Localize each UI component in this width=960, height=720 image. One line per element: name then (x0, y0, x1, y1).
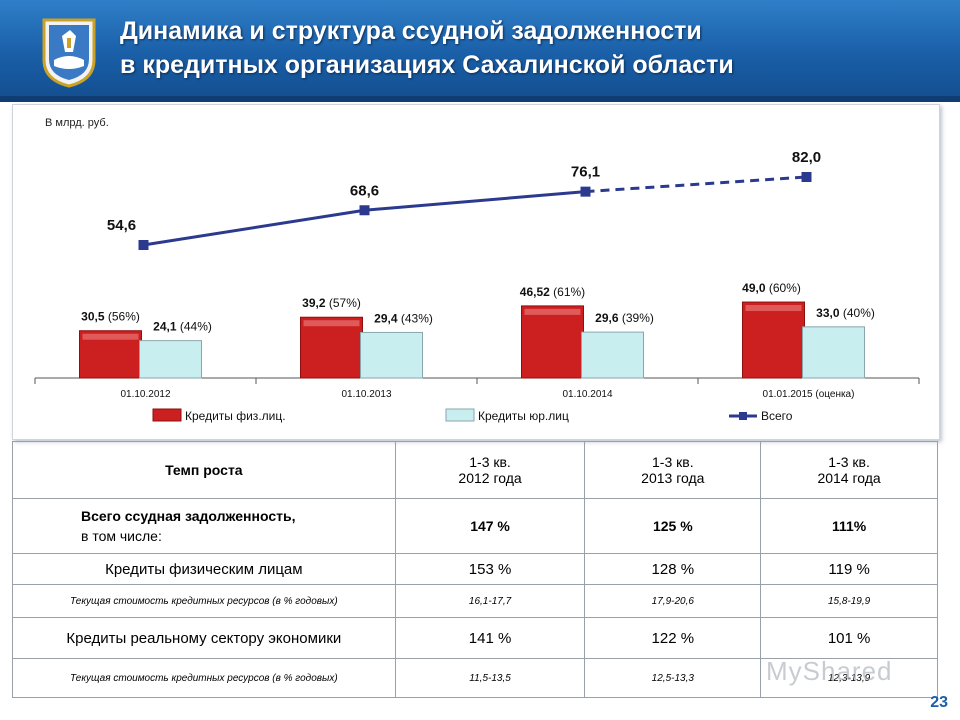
bar-legal-entities (360, 331, 423, 379)
legend-swatch-legal-entities (445, 408, 475, 422)
legend-marker-total (739, 412, 747, 420)
unit-label: В млрд. руб. (45, 117, 109, 129)
table-cell: 128 % (584, 553, 762, 585)
bar-individuals (521, 305, 584, 379)
header-stripe (0, 96, 960, 102)
table-row: Кредиты физическим лицам 153 % 128 % 119… (12, 553, 938, 585)
row-label: Кредиты реальному сектору экономики (12, 617, 396, 659)
total-line-segment (364, 190, 586, 212)
col-quarter: 1-3 кв. (469, 454, 511, 470)
col-year: 2013 года (641, 470, 705, 486)
col-year: 2012 года (458, 470, 522, 486)
chart-panel: В млрд. руб. 01.10.2012 30,5 (56%) 24,1 (4… (12, 104, 940, 440)
growth-rate-table: Темп роста 1-3 кв. 2012 года 1-3 кв. 2013 … (12, 441, 938, 698)
table-cell: 16,1-17,7 (394, 584, 586, 618)
data-label-total: 68,6 (350, 182, 379, 199)
col-quarter: 1-3 кв. (828, 454, 870, 470)
data-label-legal-entities: 29,4 (43%) (374, 311, 433, 325)
total-line-point (801, 172, 812, 182)
total-line-point (580, 186, 591, 197)
x-tick-label: 01.01.2015 (оценка) (763, 389, 855, 400)
data-label-total: 82,0 (792, 149, 821, 166)
page-title: Динамика и структура ссудной задолженнос… (120, 14, 940, 82)
table-cell: 15,8-19,9 (760, 584, 938, 618)
data-label-legal-entities: 33,0 (40%) (816, 306, 875, 320)
bar-individuals (742, 301, 805, 379)
page-number: 23 (930, 694, 948, 711)
title-line-1: Динамика и структура ссудной задолженнос… (120, 17, 702, 45)
title-line-2: в кредитных организациях Сахалинской обл… (120, 51, 734, 79)
table-cell: 12,5-13,3 (584, 658, 762, 698)
total-line-segment (143, 208, 365, 247)
legend-swatch-individuals (152, 408, 182, 422)
row-label-line-2: в том числе: (81, 528, 162, 544)
table-cell: 17,9-20,6 (584, 584, 762, 618)
table-header-col: 1-3 кв. 2012 года (394, 441, 586, 499)
data-label-total: 76,1 (571, 164, 600, 181)
row-label: Текущая стоимость кредитных ресурсов (в … (12, 584, 396, 618)
row-label: Всего ссудная задолженность, в том числе: (12, 498, 396, 554)
col-quarter: 1-3 кв. (652, 454, 694, 470)
table-row: Текущая стоимость кредитных ресурсов (в … (12, 658, 938, 698)
header-bar: Динамика и структура ссудной задолженнос… (0, 0, 960, 98)
legend-label-legal-entities: Кредиты юр.лиц (478, 409, 569, 423)
row-label: Текущая стоимость кредитных ресурсов (в … (12, 658, 396, 698)
table-header-col: 1-3 кв. 2014 года (760, 441, 938, 499)
row-label: Кредиты физическим лицам (12, 553, 396, 585)
table-cell: 153 % (394, 553, 586, 585)
loan-chart: 01.10.2012 30,5 (56%) 24,1 (44%) 01.10.2013… (34, 149, 920, 423)
legend-label-total: Всего (761, 409, 793, 423)
table-cell: 12,3-13,9 (760, 658, 938, 698)
x-tick-label: 01.10.2014 (562, 389, 612, 400)
x-tick-label: 01.10.2012 (120, 389, 170, 400)
bar-legal-entities (581, 331, 644, 379)
table-header-col: 1-3 кв. 2013 года (584, 441, 762, 499)
table-row: Всего ссудная задолженность, в том числе:… (12, 498, 938, 554)
data-label-individuals: 46,52 (61%) (520, 285, 585, 299)
bar-legal-entities (139, 340, 202, 379)
table-cell: 111% (760, 498, 938, 554)
bar-individuals-highlight (303, 320, 360, 327)
sakhalin-coat-of-arms-icon (42, 18, 96, 88)
table-cell: 147 % (394, 498, 586, 554)
table-cell: 101 % (760, 617, 938, 659)
total-line-point (138, 240, 149, 250)
table-row: Текущая стоимость кредитных ресурсов (в … (12, 584, 938, 618)
watermark: MyShared (766, 656, 893, 686)
table-header-row: Темп роста 1-3 кв. 2012 года 1-3 кв. 2013 … (12, 441, 938, 499)
total-line-point (359, 205, 370, 216)
data-label-total: 54,6 (107, 217, 136, 234)
total-line-forecast-segment (585, 175, 807, 194)
data-label-individuals: 30,5 (56%) (81, 310, 140, 324)
bar-legal-entities (802, 326, 865, 379)
table-row: Кредиты реальному сектору экономики 141 … (12, 617, 938, 659)
data-label-individuals: 39,2 (57%) (302, 296, 361, 310)
row-label-line-1: Всего ссудная задолженность, (81, 508, 296, 524)
table-cell: 119 % (760, 553, 938, 585)
bar-individuals-highlight (524, 308, 581, 315)
table-cell: 141 % (394, 617, 586, 659)
data-label-legal-entities: 24,1 (44%) (153, 320, 212, 334)
bar-individuals (300, 316, 363, 379)
data-label-individuals: 49,0 (60%) (742, 281, 801, 295)
bar-individuals-highlight (745, 305, 802, 312)
col-year: 2014 года (817, 470, 881, 486)
x-tick-label: 01.10.2013 (341, 389, 391, 400)
table-cell: 122 % (584, 617, 762, 659)
data-label-legal-entities: 29,6 (39%) (595, 311, 654, 325)
table-header-label: Темп роста (12, 441, 396, 499)
legend-label-individuals: Кредиты физ.лиц. (185, 409, 286, 423)
bar-individuals-highlight (82, 333, 139, 340)
table-cell: 11,5-13,5 (394, 658, 586, 698)
table-cell: 125 % (584, 498, 762, 554)
